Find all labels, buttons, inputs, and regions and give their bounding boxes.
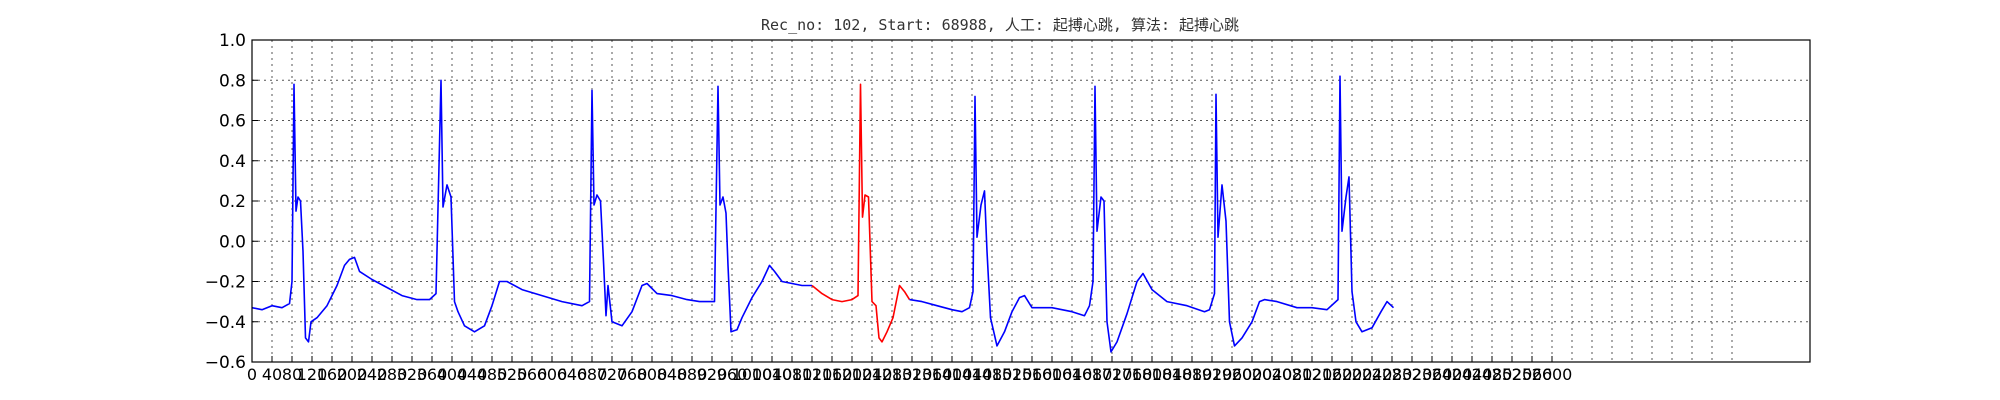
y-tick-label: −0.2 bbox=[205, 273, 246, 293]
x-tick-label: 600 bbox=[537, 365, 568, 384]
x-tick-label: 1320 bbox=[892, 365, 933, 384]
x-tick-label: 1600 bbox=[1032, 365, 1073, 384]
x-tick-label: 1160 bbox=[812, 365, 853, 384]
x-tick-label: 760 bbox=[617, 365, 648, 384]
x-tick-label: 1520 bbox=[992, 365, 1033, 384]
x-tick-label: 1040 bbox=[752, 365, 793, 384]
x-tick-label: 2080 bbox=[1272, 365, 1313, 384]
x-tick-label: 1640 bbox=[1052, 365, 1093, 384]
ecg-signal-line bbox=[909, 75, 1395, 353]
x-tick-label: 2600 bbox=[1532, 365, 1573, 384]
x-tick-label: 80 bbox=[282, 365, 302, 384]
x-tick-label: 1760 bbox=[1112, 365, 1153, 384]
x-tick-label: 1120 bbox=[792, 365, 833, 384]
x-tick-label: 320 bbox=[397, 365, 428, 384]
x-tick-label: 640 bbox=[557, 365, 588, 384]
x-tick-label: 1680 bbox=[1072, 365, 1113, 384]
x-tick-label: 2000 bbox=[1232, 365, 1273, 384]
x-tick-label: 480 bbox=[477, 365, 508, 384]
highlighted-beat-line bbox=[811, 83, 911, 343]
y-tick-label: 0.0 bbox=[219, 232, 246, 252]
x-tick-label: 800 bbox=[637, 365, 668, 384]
x-tick-label: 1000 bbox=[732, 365, 773, 384]
x-tick-label: 2400 bbox=[1432, 365, 1473, 384]
x-tick-label: 1960 bbox=[1212, 365, 1253, 384]
x-tick-label: 1400 bbox=[932, 365, 973, 384]
x-tick-label: 2520 bbox=[1492, 365, 1533, 384]
y-tick-label: −0.6 bbox=[205, 353, 246, 373]
y-tick-label: 0.8 bbox=[219, 71, 246, 91]
x-tick-label: 1840 bbox=[1152, 365, 1193, 384]
x-tick-label: 1720 bbox=[1092, 365, 1133, 384]
y-tick-label: 1.0 bbox=[219, 31, 246, 51]
x-tick-label: 400 bbox=[437, 365, 468, 384]
x-tick-label: 240 bbox=[357, 365, 388, 384]
chart-title: Rec_no: 102, Start: 68988, 人工: 起搏心跳, 算法:… bbox=[761, 16, 1239, 34]
x-tick-label: 2040 bbox=[1252, 365, 1293, 384]
grid-lines bbox=[252, 40, 1810, 362]
x-tick-label: 2320 bbox=[1392, 365, 1433, 384]
y-tick-label: −0.4 bbox=[205, 313, 246, 333]
x-tick-label: 2200 bbox=[1332, 365, 1373, 384]
x-tick-label: 720 bbox=[597, 365, 628, 384]
x-tick-label: 1880 bbox=[1172, 365, 1213, 384]
x-tick-label: 40 bbox=[262, 365, 282, 384]
x-tick-label: 560 bbox=[517, 365, 548, 384]
x-tick-label: 880 bbox=[677, 365, 708, 384]
x-tick-label: 1560 bbox=[1012, 365, 1053, 384]
x-tick-label: 960 bbox=[717, 365, 748, 384]
x-tick-label: 2120 bbox=[1292, 365, 1333, 384]
x-tick-label: 1200 bbox=[832, 365, 873, 384]
x-tick-label: 280 bbox=[377, 365, 408, 384]
x-tick-label: 2440 bbox=[1452, 365, 1493, 384]
x-tick-label: 680 bbox=[577, 365, 608, 384]
x-tick-label: 120 bbox=[297, 365, 328, 384]
plot-frame bbox=[251, 39, 1811, 363]
y-tick-label: 0.6 bbox=[219, 112, 246, 132]
x-tick-label: 2360 bbox=[1412, 365, 1453, 384]
x-tick-label: 2280 bbox=[1372, 365, 1413, 384]
x-tick-label: 520 bbox=[497, 365, 528, 384]
x-tick-label: 1440 bbox=[952, 365, 993, 384]
x-tick-label: 2560 bbox=[1512, 365, 1553, 384]
y-axis-ticks: 1.0 0.8 0.6 0.4 0.2 0.0 −0.2 −0.4 −0.6 bbox=[205, 31, 258, 373]
x-axis-ticks: 0 40 8012016020024028032036040044048052056… bbox=[247, 356, 1572, 384]
x-tick-label: 1240 bbox=[852, 365, 893, 384]
x-tick-label: 1360 bbox=[912, 365, 953, 384]
x-tick-label: 440 bbox=[457, 365, 488, 384]
x-tick-label: 1080 bbox=[772, 365, 813, 384]
x-tick-label: 2160 bbox=[1312, 365, 1353, 384]
x-tick-label: 160 bbox=[317, 365, 348, 384]
x-tick-label: 920 bbox=[697, 365, 728, 384]
x-tick-label: 1920 bbox=[1192, 365, 1233, 384]
x-tick-label: 2480 bbox=[1472, 365, 1513, 384]
x-tick-label: 1800 bbox=[1132, 365, 1173, 384]
x-tick-label: 840 bbox=[657, 365, 688, 384]
x-tick-label: 1280 bbox=[872, 365, 913, 384]
ecg-series-group bbox=[251, 75, 1395, 353]
y-tick-label: 0.4 bbox=[219, 152, 246, 172]
x-tick-label: 200 bbox=[337, 365, 368, 384]
x-tick-label: 360 bbox=[417, 365, 448, 384]
ecg-signal-line bbox=[251, 79, 812, 343]
x-tick-label: 2240 bbox=[1352, 365, 1393, 384]
x-tick-label: 0 bbox=[247, 365, 257, 384]
x-tick-label: 1480 bbox=[972, 365, 1013, 384]
y-tick-label: 0.2 bbox=[219, 192, 246, 212]
